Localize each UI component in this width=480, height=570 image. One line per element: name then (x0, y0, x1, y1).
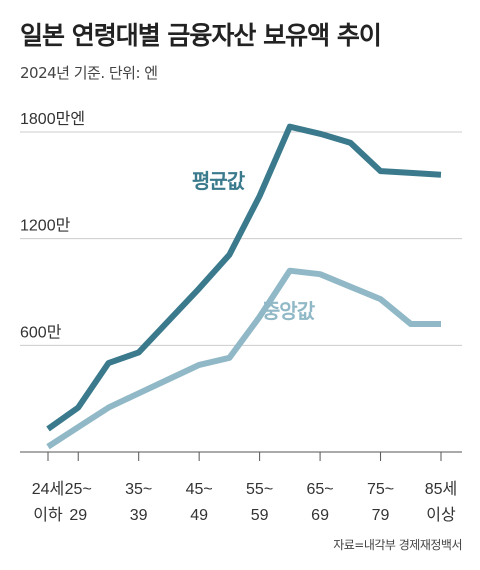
x-tick-label: 79 (372, 507, 390, 524)
series-line-mean (46, 123, 442, 432)
x-tick-label: 59 (251, 507, 269, 524)
x-tick-label: 29 (69, 507, 87, 524)
x-tick-label: 65~ (307, 481, 334, 498)
y-axis-ticks: 1800만엔 1200만 600만 (20, 110, 85, 341)
x-tick-label: 69 (311, 507, 329, 524)
y-tick-label: 1200만 (20, 217, 71, 235)
x-tick-label: 25~ (65, 481, 92, 498)
source-note: 자료=내각부 경제재정백서 (333, 538, 462, 552)
chart-subtitle: 2024년 기준. 단위: 엔 (20, 64, 158, 82)
x-tick-label: 85세 (425, 480, 458, 498)
x-tick-label: 49 (190, 507, 208, 524)
chart-title: 일본 연령대별 금융자산 보유액 추이 (20, 21, 382, 50)
x-tick-label: 39 (130, 507, 148, 524)
series-lines (46, 123, 442, 450)
x-tick-label: 24세 (32, 480, 65, 498)
x-tick-label: 이상 (426, 506, 456, 524)
x-tick-label: 이하 (33, 506, 63, 524)
x-tick-label: 75~ (367, 481, 394, 498)
x-tick-label: 35~ (125, 481, 152, 498)
x-tick-label: 55~ (246, 481, 273, 498)
y-tick-label: 1800만엔 (20, 110, 85, 128)
x-tick-label: 45~ (186, 481, 213, 498)
y-tick-label: 600만 (20, 323, 62, 341)
series-label-mean: 평균값 (192, 169, 246, 193)
series-line-median (46, 267, 441, 450)
series-label-median: 중앙값 (262, 299, 316, 323)
